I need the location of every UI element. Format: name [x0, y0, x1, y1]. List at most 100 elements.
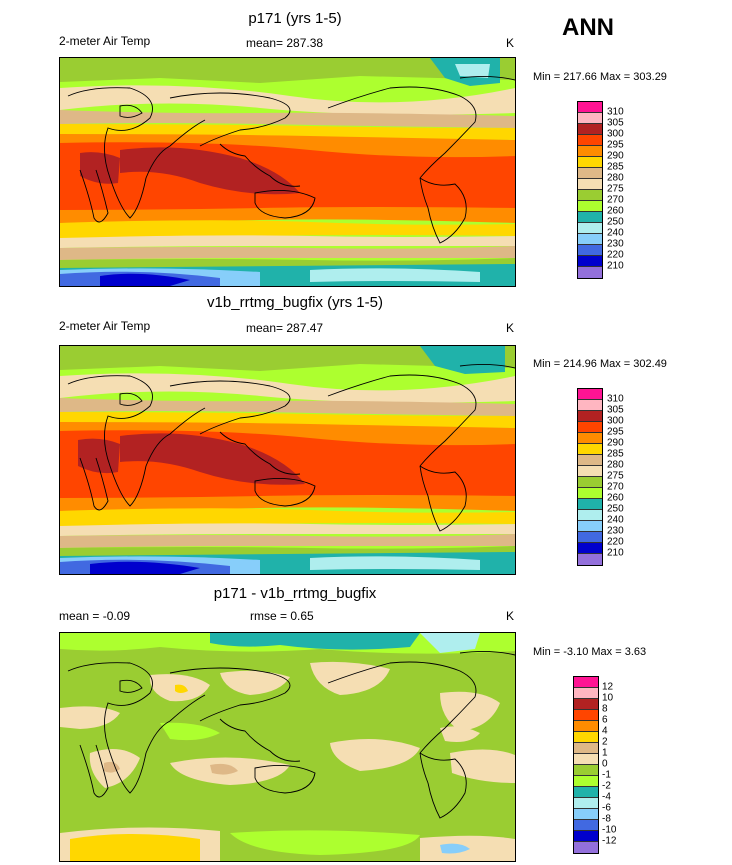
colorbar-swatch: [574, 699, 598, 710]
colorbar-swatch: [578, 422, 602, 433]
colorbar-level-label: 4: [602, 725, 608, 737]
colorbar-level-label: 270: [607, 194, 624, 206]
colorbar-swatch: [578, 135, 602, 146]
colorbar-level-label: 240: [607, 514, 624, 526]
colorbar-level-label: 275: [607, 470, 624, 482]
colorbar-swatch: [578, 179, 602, 190]
colorbar-level-label: 280: [607, 172, 624, 184]
panel-2-minmax: Min = 214.96 Max = 302.49: [533, 358, 667, 370]
colorbar-swatch: [578, 146, 602, 157]
colorbar-swatch: [578, 455, 602, 466]
panel-2-units: K: [506, 321, 515, 335]
panel-2-temperature-field: [60, 346, 515, 574]
panel-1-variable: 2-meter Air Temp: [59, 34, 151, 48]
colorbar-swatch: [578, 554, 602, 565]
panel-3-colorbar: [573, 676, 599, 854]
colorbar-level-label: 250: [607, 216, 624, 228]
colorbar-level-label: -4: [602, 791, 611, 803]
colorbar-level-label: 230: [607, 525, 624, 537]
colorbar-swatch: [574, 743, 598, 754]
colorbar-level-label: -2: [602, 780, 611, 792]
colorbar-level-label: 300: [607, 415, 624, 427]
colorbar-level-label: 305: [607, 117, 624, 129]
colorbar-swatch: [578, 157, 602, 168]
panel-3-units: K: [506, 609, 515, 623]
panel-2-variable: 2-meter Air Temp: [59, 319, 151, 333]
colorbar-level-label: 290: [607, 150, 624, 162]
colorbar-swatch: [578, 389, 602, 400]
colorbar-swatch: [574, 809, 598, 820]
colorbar-swatch: [578, 245, 602, 256]
colorbar-level-label: 295: [607, 426, 624, 438]
panel-2-mean: mean= 287.47: [246, 321, 324, 335]
colorbar-swatch: [578, 113, 602, 124]
colorbar-level-label: 230: [607, 238, 624, 250]
colorbar-level-label: 260: [607, 205, 624, 217]
colorbar-level-label: 305: [607, 404, 624, 416]
colorbar-swatch: [574, 798, 598, 809]
colorbar-level-label: 0: [602, 758, 608, 770]
colorbar-level-label: -12: [602, 835, 617, 847]
colorbar-swatch: [574, 732, 598, 743]
panel-3-rmse: rmse = 0.65: [250, 609, 314, 623]
colorbar-swatch: [578, 190, 602, 201]
panel-3-difference-field: [60, 633, 515, 861]
colorbar-level-label: 280: [607, 459, 624, 471]
colorbar-swatch: [578, 102, 602, 113]
colorbar-level-label: 310: [607, 393, 624, 405]
colorbar-swatch: [578, 477, 602, 488]
colorbar-swatch: [578, 400, 602, 411]
panel-1-colorbar: [577, 101, 603, 279]
colorbar-level-label: 260: [607, 492, 624, 504]
colorbar-level-label: 285: [607, 161, 624, 173]
colorbar-level-label: 310: [607, 106, 624, 118]
colorbar-level-label: 210: [607, 260, 624, 272]
colorbar-swatch: [578, 499, 602, 510]
panel-1-minmax: Min = 217.66 Max = 303.29: [533, 71, 667, 83]
panel-2-colorbar-labels: 310 305 300 295 290 285 280 275 270 260 250 240 230 2…: [607, 388, 647, 568]
panel-2-title: v1b_rrtmg_bugfix (yrs 1-5): [207, 294, 383, 311]
colorbar-swatch: [578, 234, 602, 245]
colorbar-swatch: [578, 223, 602, 234]
colorbar-level-label: 220: [607, 536, 624, 548]
panel-3-colorbar-labels: 12 10 8 6 4 2 1 0 -1 -2 -4 -6 -8 -10 -12: [602, 676, 642, 856]
colorbar-level-label: 275: [607, 183, 624, 195]
colorbar-swatch: [578, 212, 602, 223]
colorbar-swatch: [578, 543, 602, 554]
colorbar-swatch: [578, 411, 602, 422]
panel-1-units: K: [506, 36, 515, 50]
colorbar-level-label: 220: [607, 249, 624, 261]
panel-1-map: [59, 57, 516, 287]
colorbar-swatch: [574, 754, 598, 765]
colorbar-swatch: [574, 721, 598, 732]
colorbar-level-label: 300: [607, 128, 624, 140]
colorbar-level-label: 10: [602, 692, 614, 704]
colorbar-swatch: [574, 842, 598, 853]
colorbar-swatch: [578, 444, 602, 455]
colorbar-swatch: [574, 820, 598, 831]
colorbar-level-label: 1: [602, 747, 608, 759]
panel-2-map: [59, 345, 516, 575]
panel-1-colorbar-labels: 310 305 300 295 290 285 280 275 270 260 250 240 230 2…: [607, 101, 647, 281]
colorbar-swatch: [578, 124, 602, 135]
colorbar-swatch: [578, 488, 602, 499]
colorbar-swatch: [578, 433, 602, 444]
colorbar-level-label: -1: [602, 769, 611, 781]
colorbar-level-label: 12: [602, 681, 614, 693]
colorbar-level-label: 290: [607, 437, 624, 449]
colorbar-level-label: 270: [607, 481, 624, 493]
colorbar-swatch: [574, 776, 598, 787]
colorbar-swatch: [578, 510, 602, 521]
colorbar-level-label: 6: [602, 714, 608, 726]
colorbar-swatch: [578, 256, 602, 267]
colorbar-swatch: [578, 168, 602, 179]
colorbar-swatch: [574, 765, 598, 776]
colorbar-swatch: [574, 710, 598, 721]
panel-3-title: p171 - v1b_rrtmg_bugfix: [213, 585, 377, 602]
colorbar-swatch: [578, 201, 602, 212]
colorbar-level-label: -8: [602, 813, 611, 825]
colorbar-level-label: 8: [602, 703, 608, 715]
colorbar-swatch: [574, 677, 598, 688]
colorbar-level-label: 240: [607, 227, 624, 239]
colorbar-level-label: -10: [602, 824, 617, 836]
